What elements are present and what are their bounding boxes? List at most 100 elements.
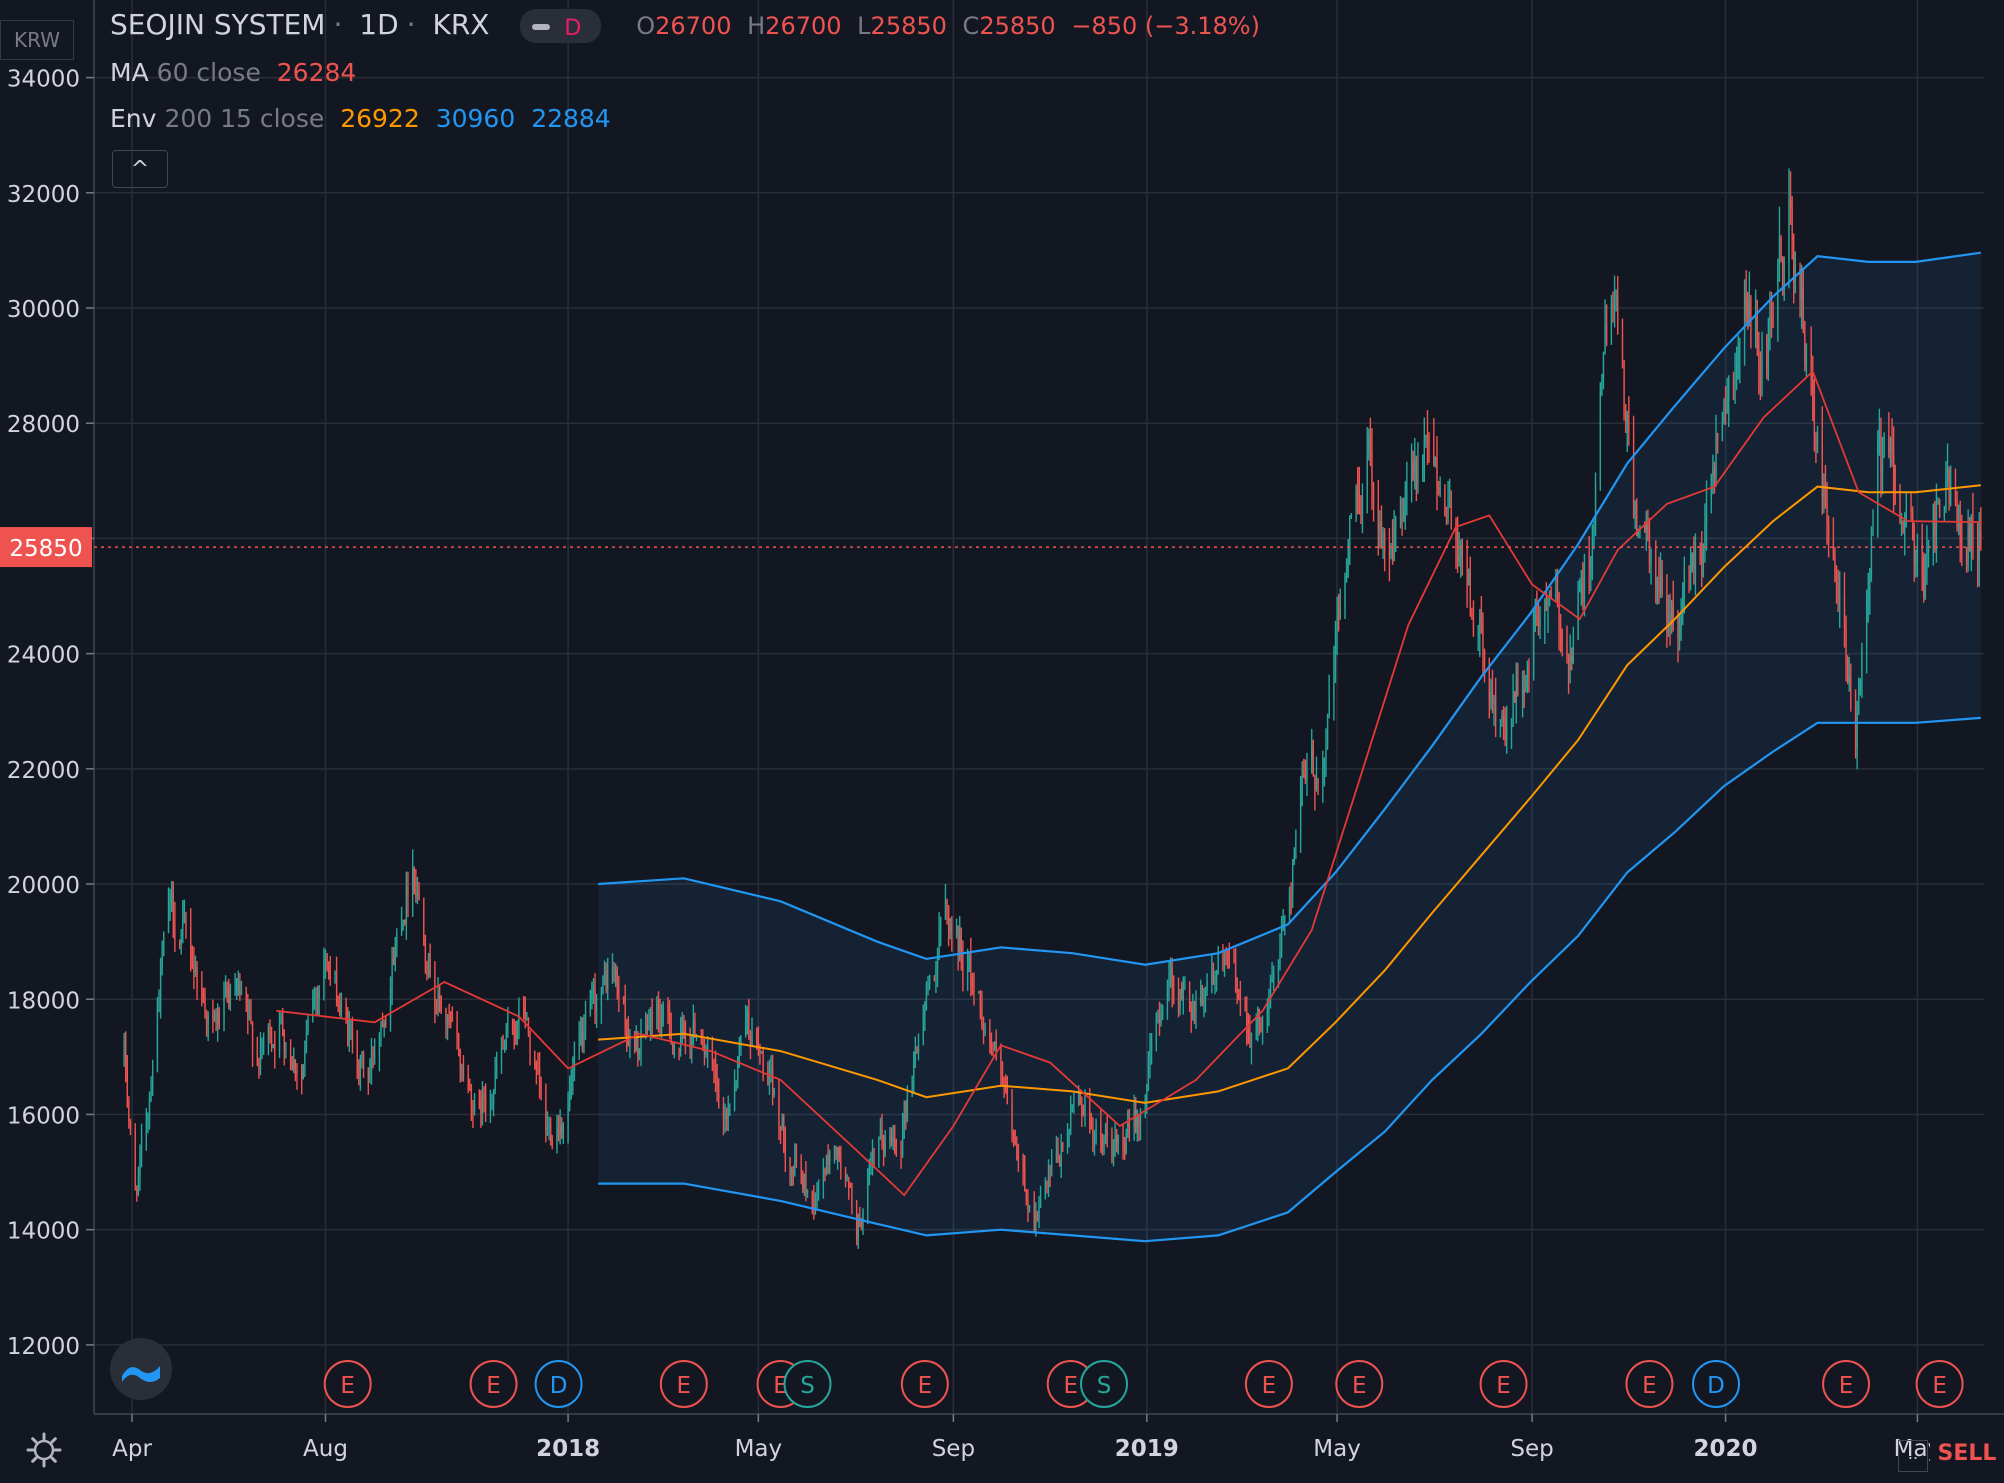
candle-body [1770, 316, 1773, 324]
candle-body [1423, 440, 1425, 455]
candle-body [1239, 999, 1241, 1001]
candle-body [1022, 1161, 1024, 1171]
candle-body [1426, 435, 1429, 439]
envelope-legend[interactable]: Env 200 15 close 26922 30960 22884 [110, 104, 619, 133]
candle-body [472, 1108, 474, 1112]
candle-body [129, 1120, 132, 1130]
candle-body [569, 1091, 571, 1104]
candle-body [1739, 342, 1741, 355]
candle-body [911, 1080, 913, 1097]
envelope-lower-line [598, 716, 1981, 1243]
more-options-button[interactable]: .. [1898, 1440, 1928, 1472]
candle-body [957, 925, 959, 952]
interval-label[interactable]: 1D [359, 8, 399, 41]
candle-body [1594, 482, 1597, 526]
candle-body [784, 1140, 786, 1159]
candle-body [794, 1158, 796, 1174]
candle-body [1147, 1064, 1150, 1091]
candle-body [955, 925, 958, 935]
candle-body [938, 930, 940, 957]
candle-body [860, 1220, 863, 1227]
candle-body [239, 985, 241, 995]
candle-body [367, 1068, 369, 1080]
candle-body [481, 1094, 484, 1114]
candle-body [1449, 505, 1451, 507]
candle-body [768, 1075, 771, 1085]
candle-body [856, 1208, 858, 1239]
candle-body [616, 970, 618, 984]
candle-body [1334, 630, 1337, 668]
candle-body [1415, 460, 1417, 484]
event-marker-label: E [677, 1373, 692, 1399]
candle-body [172, 893, 174, 922]
candle-body [1816, 431, 1819, 445]
candle-body [1139, 1113, 1142, 1126]
candle-body [190, 926, 192, 953]
candle-body [179, 940, 181, 944]
candle-body [328, 969, 330, 973]
candle-body [1602, 352, 1605, 381]
candle-body [1626, 414, 1628, 425]
candle-body [378, 1034, 381, 1054]
candle-body [1339, 608, 1341, 619]
candle-body [903, 1115, 905, 1124]
candle-body [848, 1179, 850, 1187]
event-marker-label: E [1642, 1373, 1657, 1399]
candle-body [1610, 302, 1612, 343]
candle-body [1116, 1136, 1118, 1143]
settings-gear-icon[interactable] [22, 1428, 66, 1472]
candle-body [1525, 684, 1527, 690]
candle-body [456, 1021, 458, 1037]
candle-body [1612, 302, 1614, 310]
candle-body [1499, 720, 1502, 722]
candle-body [567, 1103, 569, 1127]
candle-body [1247, 1029, 1249, 1033]
collapse-legend-button[interactable]: ^ [112, 150, 168, 188]
data-status-pill[interactable]: D [520, 9, 602, 43]
candle-body [1606, 325, 1608, 343]
candle-body [827, 1155, 829, 1165]
candle-body [1084, 1096, 1086, 1115]
time-axis[interactable]: Apr Aug 2018 May Sep 2019 May Sep 2020 May [94, 1413, 2004, 1462]
candle-body [229, 989, 231, 1006]
chevron-up-icon: ^ [130, 157, 150, 182]
candle-body [283, 1032, 285, 1052]
candle-body [1566, 641, 1568, 657]
event-marker-d [534, 1360, 583, 1408]
x-tick-label: Sep [1510, 1436, 1553, 1462]
candle-body [1204, 990, 1207, 1000]
candle-body [657, 1003, 660, 1015]
candle-body [746, 1011, 748, 1023]
candle-body [559, 1125, 561, 1136]
logo-glyph [122, 1366, 160, 1382]
candle-body [1694, 548, 1697, 569]
candle-body [1189, 988, 1191, 1008]
tradingview-logo-icon[interactable] [110, 1338, 172, 1400]
candle-body [594, 987, 596, 1012]
candle-body [1372, 486, 1375, 505]
gear-glyph [26, 1432, 62, 1468]
candle-body [1288, 892, 1291, 917]
candle-body [1661, 575, 1663, 596]
ma-legend[interactable]: MA 60 close 26284 [110, 58, 364, 87]
candle-body [1804, 320, 1806, 364]
candle-body [236, 988, 238, 990]
candle-body [816, 1187, 818, 1208]
candle-body [194, 967, 197, 973]
candle-body [307, 1019, 309, 1031]
candle-body [1225, 953, 1227, 956]
candle-body [304, 1048, 306, 1065]
symbol-name[interactable]: SEOJIN SYSTEM [110, 8, 326, 41]
candle-body [1690, 565, 1692, 576]
candle-body [1328, 698, 1330, 718]
env-label: Env [110, 104, 157, 133]
candle-body [1228, 959, 1230, 961]
candle-body [1617, 297, 1619, 334]
event-marker-label: E [1839, 1373, 1854, 1399]
sell-button[interactable]: SELL [1930, 1436, 2004, 1472]
candle-body [646, 1026, 648, 1029]
chart-grid [94, 0, 1984, 1414]
candle-body [1502, 716, 1505, 719]
